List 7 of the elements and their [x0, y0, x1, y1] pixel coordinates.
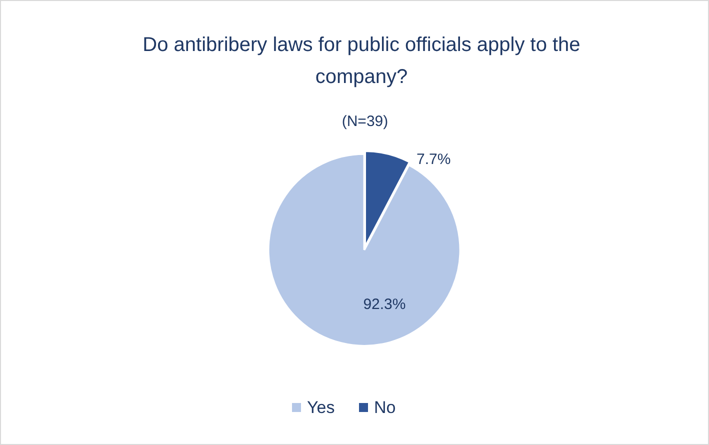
legend-label: No [374, 398, 396, 417]
data-label: 92.3% [363, 296, 406, 313]
legend-label: Yes [307, 398, 335, 417]
data-label: 7.7% [416, 151, 451, 168]
chart-title: Do antibribery laws for public officials apply to the company? [142, 34, 580, 88]
chart-subtitle: (N=39) [342, 113, 388, 130]
pie-slice [267, 152, 462, 347]
